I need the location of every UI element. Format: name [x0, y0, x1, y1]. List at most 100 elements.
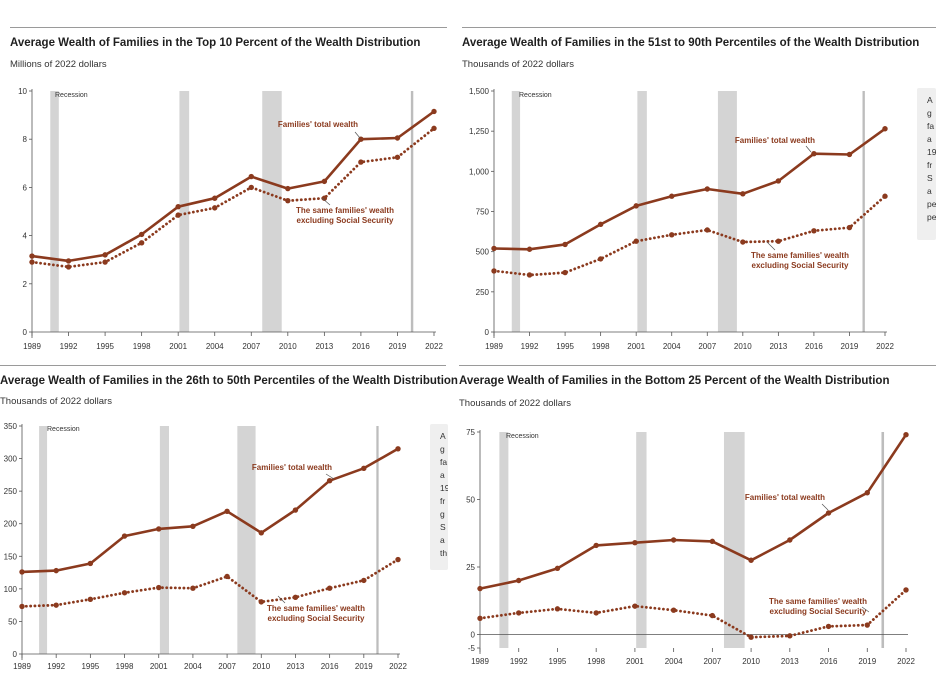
data-point [516, 610, 522, 616]
data-point [825, 510, 832, 516]
x-tick-label: 2010 [279, 342, 297, 351]
data-point [156, 584, 162, 591]
data-point [326, 585, 333, 591]
x-tick-label: 2001 [627, 342, 645, 351]
recession-bar [50, 91, 59, 332]
data-point [87, 596, 94, 602]
x-tick-label: 1998 [587, 657, 605, 666]
data-point [29, 259, 35, 265]
data-point [562, 241, 568, 248]
recession-label: Recession [47, 426, 80, 433]
x-tick-label: 2022 [389, 662, 407, 671]
series-label-excluding-social-security: excluding Social Security [752, 261, 849, 270]
y-tick-label: 1,000 [469, 167, 490, 176]
units-label: Thousands of 2022 dollars [0, 396, 112, 407]
recession-bar [499, 432, 509, 648]
x-tick-label: 1998 [116, 662, 134, 671]
y-tick-label: 150 [4, 552, 18, 561]
data-point [864, 622, 870, 628]
data-point [65, 258, 72, 264]
data-point [670, 537, 677, 543]
data-point [394, 135, 401, 141]
series-line-total-wealth [493, 127, 886, 251]
chart-svg-top-10: Recession 0 2 4 6 8 10 1989 1992 1995 1998 2001 2004… [18, 87, 443, 351]
units-label: Thousands of 2022 dollars [462, 59, 574, 70]
x-tick-label: 2004 [665, 657, 683, 666]
x-tick-label: 2019 [858, 657, 876, 666]
y-tick-label: -5 [468, 644, 476, 653]
data-point [811, 150, 817, 157]
x-tick-label: 1989 [485, 342, 503, 351]
recession-bar [723, 432, 745, 648]
label-pointer [821, 503, 829, 511]
y-tick-label: 100 [4, 585, 18, 594]
x-tick-label: 1998 [133, 342, 151, 351]
x-tick-label: 2001 [169, 342, 187, 351]
x-tick-label: 2019 [841, 342, 859, 351]
y-tick-label: 50 [466, 496, 475, 505]
x-tick-label: 2016 [321, 662, 339, 671]
x-tick-label: 2007 [698, 342, 716, 351]
data-point [477, 615, 483, 621]
recession-bar [717, 91, 737, 332]
data-point [87, 560, 94, 567]
x-tick-label: 1992 [521, 342, 539, 351]
label-pointer [325, 473, 335, 480]
data-point [477, 585, 483, 592]
series-label-excluding-social-security: The same families' wealth [751, 251, 849, 260]
data-point [903, 587, 909, 593]
label-pointer [354, 131, 361, 139]
data-point [709, 538, 716, 545]
x-tick-label: 1989 [471, 657, 489, 666]
data-point [748, 634, 754, 640]
data-point [516, 577, 522, 584]
series-label-excluding-social-security: excluding Social Security [268, 614, 365, 623]
data-point [709, 612, 716, 619]
data-point [138, 231, 145, 238]
label-pointer [277, 595, 286, 604]
data-point [258, 599, 264, 605]
data-point [825, 623, 832, 630]
series-label-total-wealth: Families' total wealth [252, 463, 332, 472]
series-label-excluding-social-security: The same families' wealth [267, 604, 365, 613]
data-point [285, 197, 291, 204]
data-point [554, 606, 561, 612]
data-point [394, 154, 401, 160]
label-pointer [861, 606, 870, 613]
series-line-excluding-social-security [492, 194, 887, 277]
data-point [121, 590, 128, 596]
x-tick-label: 2001 [150, 662, 168, 671]
data-point [593, 610, 599, 616]
data-point [882, 126, 888, 132]
data-point [431, 125, 437, 132]
y-tick-label: 500 [476, 248, 490, 257]
series-label-excluding-social-security: The same families' wealth [296, 206, 394, 215]
x-tick-label: 2007 [242, 342, 260, 351]
x-tick-label: 2010 [252, 662, 270, 671]
x-tick-label: 1995 [81, 662, 99, 671]
data-point [224, 573, 230, 580]
x-tick-label: 2022 [876, 342, 894, 351]
x-tick-label: 1992 [60, 342, 78, 351]
data-point [526, 246, 533, 252]
y-tick-label: 25 [466, 563, 475, 572]
y-tick-label: 0 [485, 328, 490, 337]
data-point [562, 269, 568, 276]
recession-bar [237, 426, 256, 654]
data-point [102, 252, 108, 258]
x-tick-label: 2010 [742, 657, 760, 666]
y-tick-label: 8 [23, 135, 28, 144]
series-label-excluding-social-security: excluding Social Security [770, 607, 867, 616]
y-tick-label: 200 [4, 520, 18, 529]
label-pointer [805, 145, 812, 153]
recession-bar [862, 91, 865, 332]
recession-bar [511, 91, 521, 332]
data-point [258, 530, 264, 536]
data-point [361, 577, 367, 584]
label-pointer [766, 241, 776, 251]
data-point [395, 446, 401, 452]
data-point [190, 523, 196, 530]
series-label-total-wealth: Families' total wealth [745, 493, 825, 502]
